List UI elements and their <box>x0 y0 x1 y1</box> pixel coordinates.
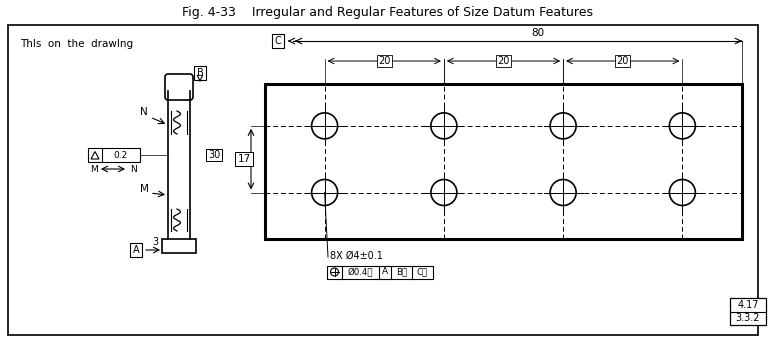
Text: N: N <box>140 107 148 117</box>
Circle shape <box>312 113 338 139</box>
Text: CⓂ: CⓂ <box>417 268 428 277</box>
Circle shape <box>312 179 338 205</box>
Text: N: N <box>130 164 136 174</box>
Bar <box>730 298 766 325</box>
Text: 0.2: 0.2 <box>114 151 128 160</box>
Text: A: A <box>133 245 140 255</box>
Text: M: M <box>90 164 98 174</box>
Circle shape <box>550 113 576 139</box>
Text: C: C <box>274 36 281 46</box>
Text: ThIs  on  the  drawIng: ThIs on the drawIng <box>20 39 133 49</box>
Text: 8X Ø4±0.1: 8X Ø4±0.1 <box>330 251 383 261</box>
Text: 20: 20 <box>617 56 629 66</box>
Text: BⓂ: BⓂ <box>396 268 407 277</box>
Bar <box>162 239 196 253</box>
Circle shape <box>550 179 576 205</box>
Text: 20: 20 <box>498 56 510 66</box>
Text: Ø0.4Ⓜ: Ø0.4Ⓜ <box>348 268 374 277</box>
Text: 4.17: 4.17 <box>737 300 759 310</box>
Text: A: A <box>382 268 388 277</box>
Circle shape <box>670 179 695 205</box>
Bar <box>327 265 433 279</box>
Text: B: B <box>197 68 203 78</box>
Circle shape <box>330 268 339 276</box>
Text: M: M <box>140 184 149 194</box>
Bar <box>8 25 758 335</box>
Text: 17: 17 <box>237 154 250 164</box>
Text: 20: 20 <box>378 56 391 66</box>
Text: 3.3.2: 3.3.2 <box>735 313 760 323</box>
Bar <box>88 148 140 162</box>
Text: 30: 30 <box>208 150 220 160</box>
Circle shape <box>670 113 695 139</box>
Text: 80: 80 <box>531 28 544 38</box>
Bar <box>265 84 742 239</box>
Text: 3: 3 <box>152 237 158 247</box>
Text: Fig. 4-33    Irregular and Regular Features of Size Datum Features: Fig. 4-33 Irregular and Regular Features… <box>181 6 593 18</box>
Circle shape <box>431 179 457 205</box>
FancyBboxPatch shape <box>165 74 193 100</box>
Circle shape <box>431 113 457 139</box>
